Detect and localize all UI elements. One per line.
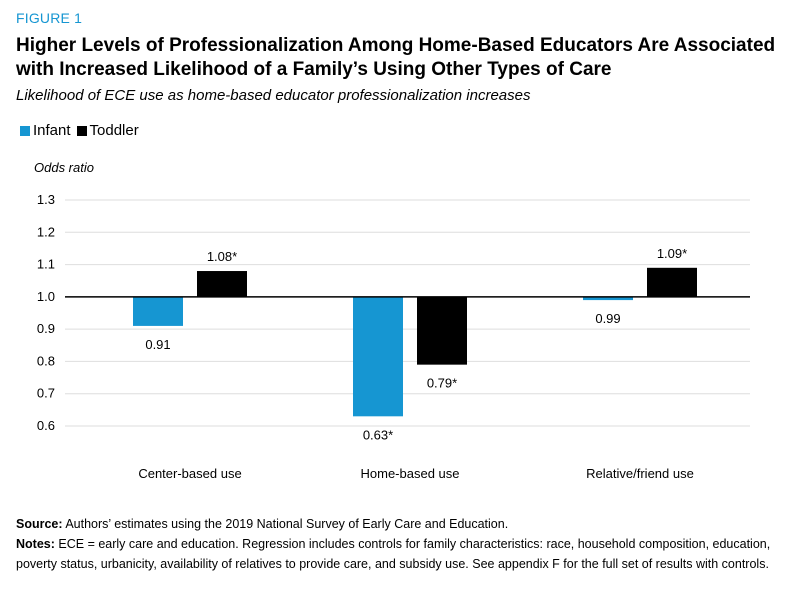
y-axis-label: Odds ratio: [34, 160, 94, 175]
legend: Infant Toddler: [20, 122, 145, 139]
legend-label-infant: Infant: [33, 122, 71, 139]
x-category-label: Relative/friend use: [586, 466, 694, 481]
bar-infant: [353, 296, 403, 417]
notes-line: Notes: ECE = early care and education. R…: [16, 534, 772, 574]
bar-infant: [583, 296, 633, 301]
notes-block: Source: Authors’ estimates using the 201…: [16, 514, 772, 574]
legend-item-infant: Infant: [20, 122, 71, 139]
figure-label: FIGURE 1: [16, 10, 83, 26]
bar-toddler: [417, 296, 467, 365]
y-tick-label: 0.7: [37, 386, 55, 401]
data-label: 1.09*: [657, 246, 687, 261]
legend-swatch-toddler: [76, 125, 87, 136]
data-label: 0.91: [145, 337, 170, 352]
y-tick-label: 0.6: [37, 418, 55, 433]
source-line: Source: Authors’ estimates using the 201…: [16, 514, 772, 534]
y-tick-label: 1.0: [37, 289, 55, 304]
y-tick-label: 1.2: [37, 224, 55, 239]
chart-title: Higher Levels of Professionalization Amo…: [16, 35, 776, 80]
x-category-label: Center-based use: [138, 466, 241, 481]
legend-swatch-infant: [20, 125, 30, 136]
legend-item-toddler: Toddler: [76, 122, 139, 139]
bar-toddler: [197, 271, 247, 297]
data-label: 0.79*: [427, 376, 457, 391]
bar-chart: 0.6 0.7 0.8 0.9 1.0 1.1 1.2 1.3 0.91 1.08* Center-…: [37, 192, 750, 481]
y-tick-label: 0.8: [37, 353, 55, 368]
y-tick-label: 1.1: [37, 257, 55, 272]
legend-label-toddler: Toddler: [89, 122, 139, 139]
y-tick-label: 0.9: [37, 321, 55, 336]
data-label: 0.63*: [363, 427, 393, 442]
source-label: Source:: [16, 517, 63, 531]
notes-label: Notes:: [16, 537, 55, 551]
y-tick-label: 1.3: [37, 192, 55, 207]
x-category-label: Home-based use: [361, 466, 460, 481]
chart-subtitle: Likelihood of ECE use as home-based educ…: [16, 87, 531, 104]
data-label: 0.99: [595, 311, 620, 326]
data-label: 1.08*: [207, 249, 237, 264]
notes-text: ECE = early care and education. Regressi…: [16, 537, 771, 571]
source-text: Authors’ estimates using the 2019 Nation…: [65, 517, 509, 531]
bar-infant: [133, 296, 183, 326]
bar-toddler: [647, 267, 697, 297]
